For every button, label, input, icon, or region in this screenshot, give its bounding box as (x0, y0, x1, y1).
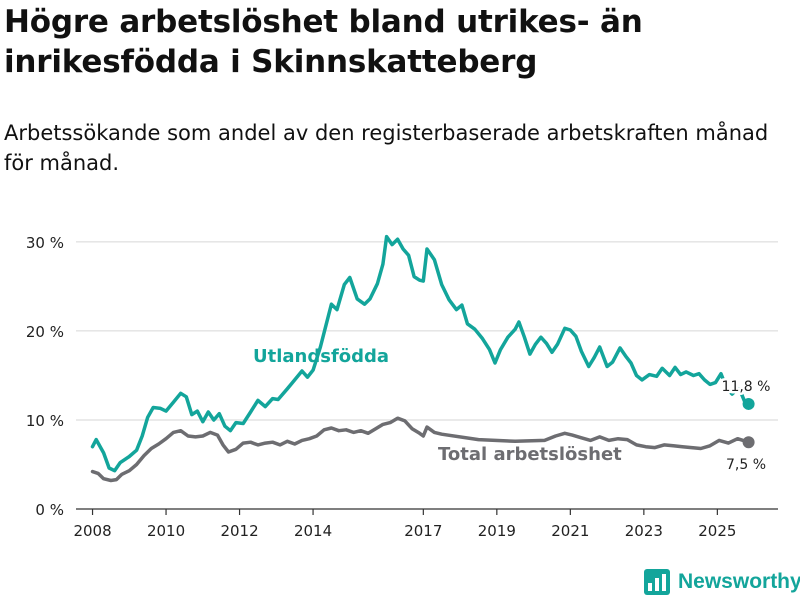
series-line-utlandsfodda (90, 234, 751, 473)
newsworthy-logo: Newsworthy (644, 569, 800, 595)
chart-subtitle: Arbetssökande som andel av den registerb… (4, 121, 769, 175)
series-labels: Utlandsfödda Total arbetslöshet 11,8 % 7… (253, 346, 773, 476)
x-tick-label: 2025 (698, 522, 736, 540)
series-label-utlandsfodda: Utlandsfödda (253, 346, 389, 367)
newsworthy-logo-icon (644, 569, 670, 595)
series-label-total: Total arbetslöshet (438, 444, 622, 465)
x-tick-label: 2008 (73, 522, 111, 540)
series-lines (90, 234, 755, 483)
y-tick-label: 10 % (26, 412, 64, 430)
x-tick-label: 2017 (404, 522, 442, 540)
end-value-utlandsfodda: 11,8 % (722, 379, 771, 395)
y-tick-label: 20 % (26, 323, 64, 341)
end-value-total: 7,5 % (726, 457, 766, 473)
x-tick-label: 2014 (294, 522, 332, 540)
newsworthy-logo-text: Newsworthy (678, 570, 800, 593)
gridlines (76, 241, 778, 421)
end-point-total (742, 436, 755, 449)
series-line-total (90, 416, 751, 483)
chart-title: Högre arbetslöshet bland utrikes- än inr… (4, 4, 643, 80)
x-axis: 2008 2010 2012 2014 2017 2019 2021 2023 … (73, 508, 778, 540)
end-point-utlandsfodda (742, 397, 755, 410)
y-tick-label: 30 % (26, 234, 64, 252)
y-tick-label: 0 % (35, 501, 64, 519)
x-tick-label: 2021 (551, 522, 589, 540)
y-axis: 0 % 10 % 20 % 30 % (26, 234, 64, 519)
x-tick-label: 2012 (220, 522, 258, 540)
x-tick-label: 2010 (147, 522, 185, 540)
x-tick-label: 2019 (478, 522, 516, 540)
x-tick-label: 2023 (625, 522, 663, 540)
